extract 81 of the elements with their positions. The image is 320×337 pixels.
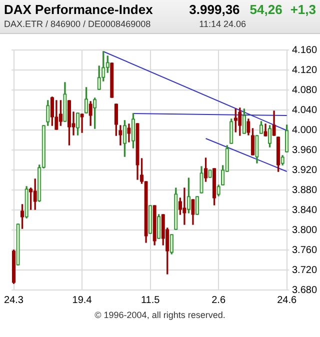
y-tick-label: 3.760: [292, 244, 318, 256]
candlestick: [76, 112, 80, 136]
candlestick: [200, 166, 204, 194]
candlestick: [152, 205, 156, 246]
candlestick: [16, 224, 20, 266]
text: 54,26: [250, 2, 282, 17]
candlestick: [264, 124, 268, 136]
candlestick: [42, 125, 46, 168]
candlestick: [285, 124, 289, 152]
candlestick: [38, 164, 42, 202]
candlestick: [216, 184, 220, 196]
candlestick: [255, 135, 259, 164]
candlestick: [114, 104, 118, 136]
y-tick-label: 3.840: [292, 204, 318, 216]
candlestick: [250, 128, 255, 156]
candlestick: [191, 199, 195, 225]
y-tick-label: 4.040: [292, 104, 318, 116]
candlestick: [148, 205, 152, 234]
candlestick: [110, 62, 114, 98]
candlestick: [208, 170, 212, 178]
candlestick: [242, 108, 246, 134]
candlestick: [46, 100, 50, 126]
y-tick-label: 3.800: [292, 224, 318, 236]
candlestick: [50, 96, 54, 126]
candlestick: [144, 181, 148, 243]
candlestick: [140, 158, 144, 184]
chart-title: DAX Performance-Index: [4, 2, 153, 17]
candlestick: [259, 121, 264, 134]
candlestick: [230, 118, 234, 144]
y-tick-label: 4.120: [292, 64, 318, 76]
chart-subtitle: DAX.ETR / 846900 / DE0008469008: [4, 19, 151, 29]
x-tick-label: 24.6: [277, 294, 298, 306]
candlestick: [67, 100, 72, 146]
candlestick: [280, 155, 284, 166]
text: 11:14 24.06: [199, 19, 246, 29]
candlestick: [20, 204, 24, 229]
candlestick: [12, 250, 16, 284]
candlestick: [84, 87, 88, 114]
x-tick-label: 11.5: [140, 294, 160, 306]
candlestick: [182, 188, 186, 225]
candlestick: [136, 123, 140, 180]
candlestick: [234, 108, 238, 132]
candlestick: [238, 108, 242, 136]
y-tick-label: 3.920: [292, 164, 318, 176]
y-tick-label: 4.000: [292, 124, 318, 136]
y-tick-label: 3.720: [292, 264, 318, 276]
candlestick: [276, 136, 280, 172]
candlestick: [29, 188, 33, 210]
y-tick-label: 4.080: [292, 84, 318, 96]
candlestick: [97, 66, 101, 90]
candlestick: [127, 124, 131, 142]
text: +1,3: [290, 2, 316, 17]
text: 3.999,36: [189, 2, 240, 17]
x-tick-label: 19.4: [72, 294, 92, 306]
x-tick-label: 2.6: [212, 294, 226, 306]
candlestick: [174, 188, 178, 230]
candlestick: [246, 118, 250, 136]
y-tick-label: 3.880: [292, 184, 318, 196]
x-tick-label: 24.3: [4, 294, 24, 306]
candlestick: [195, 196, 200, 215]
text: © 1996-2004, all rights reserved.: [94, 310, 226, 320]
candlestick: [157, 214, 161, 239]
candlestick: [88, 101, 92, 126]
candlestick: [118, 125, 122, 146]
y-tick-label: 3.680: [292, 284, 318, 296]
candlestick: [122, 120, 127, 157]
y-tick-label: 4.160: [292, 44, 318, 56]
candlestick: [58, 100, 63, 126]
candlestick: [93, 98, 97, 129]
candlestick: [212, 168, 216, 206]
candlestick: [131, 113, 136, 148]
candlestick: [102, 51, 106, 82]
candlestick: [63, 82, 67, 122]
y-tick-label: 3.960: [292, 144, 318, 156]
candlestick: [80, 114, 84, 133]
candlestick: [204, 158, 208, 182]
candlestick: [170, 234, 174, 254]
candlestick: [24, 186, 28, 218]
candlestick: [268, 125, 272, 148]
candlestick: [186, 178, 191, 214]
candlestick: [106, 56, 110, 73]
